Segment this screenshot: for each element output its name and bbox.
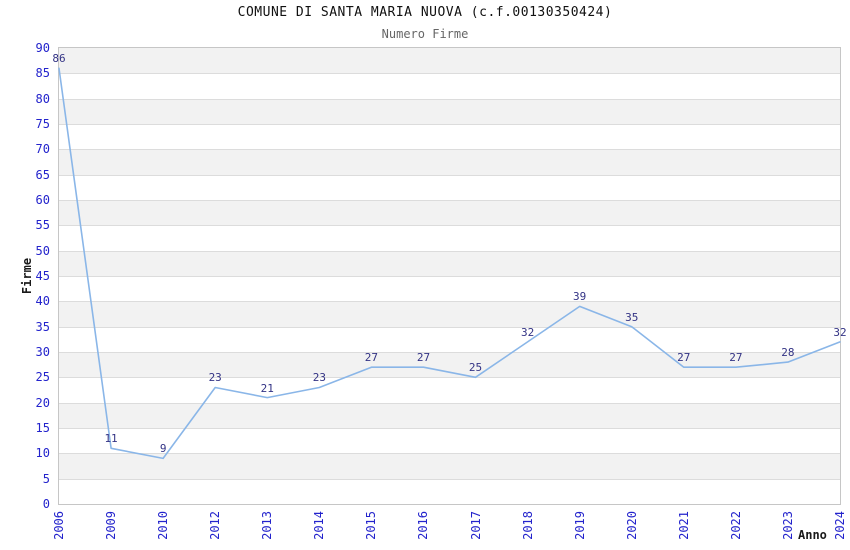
plot-band — [59, 250, 840, 276]
x-tick-label: 2015 — [364, 511, 379, 540]
y-tick-label: 5 — [42, 471, 50, 486]
gridline — [59, 73, 840, 74]
data-label: 27 — [416, 351, 431, 365]
data-label: 28 — [781, 346, 795, 360]
data-label: 25 — [468, 361, 483, 375]
x-tick-label: 2009 — [104, 511, 119, 540]
y-tick-label: 15 — [35, 421, 50, 435]
gridline — [59, 301, 840, 302]
gridline — [59, 327, 840, 328]
y-tick-label: 90 — [35, 41, 50, 55]
data-label: 27 — [677, 351, 691, 365]
x-tick-label: 2020 — [624, 511, 639, 540]
data-label: 32 — [520, 325, 535, 339]
plot-band — [59, 124, 840, 150]
plot-band — [59, 352, 840, 378]
y-tick-label: 55 — [35, 218, 50, 233]
y-tick-label: 80 — [35, 91, 50, 106]
y-tick-label: 30 — [35, 345, 50, 359]
plot-band — [59, 73, 840, 99]
data-label: 32 — [833, 325, 847, 339]
data-label: 11 — [104, 432, 118, 446]
plot-band — [59, 478, 840, 504]
gridline — [59, 200, 840, 201]
x-tick-label: 2022 — [728, 511, 743, 540]
gridline — [59, 276, 840, 277]
series-polyline — [58, 67, 841, 460]
x-tick-label: 2013 — [260, 511, 275, 540]
y-tick-label: 25 — [35, 370, 50, 385]
y-tick-label: 50 — [35, 243, 50, 258]
data-label: 21 — [260, 381, 274, 395]
gridline — [59, 453, 840, 454]
gridline — [59, 479, 840, 480]
gridline — [59, 403, 840, 404]
y-tick-label: 0 — [42, 497, 50, 511]
gridline — [59, 124, 840, 125]
y-tick-label: 40 — [35, 294, 50, 309]
data-label: 27 — [729, 351, 743, 365]
gridline — [59, 352, 840, 353]
y-tick-label: 65 — [35, 167, 50, 182]
data-label: 27 — [364, 351, 379, 365]
x-tick-label: 2021 — [676, 511, 691, 540]
plot-band — [59, 48, 840, 74]
plot-band — [59, 377, 840, 403]
plot-band — [59, 225, 840, 251]
data-label: 35 — [625, 310, 639, 324]
x-tick-label: 2019 — [572, 511, 587, 540]
data-label: 39 — [573, 290, 587, 304]
x-tick-label: 2012 — [208, 511, 223, 540]
x-tick-label: 2023 — [780, 511, 795, 540]
plot-band — [59, 149, 840, 175]
x-axis-label: Anno — [798, 528, 827, 542]
gridline — [59, 225, 840, 226]
plot-band — [59, 453, 840, 479]
plot-band — [59, 326, 840, 352]
plot-band — [59, 200, 840, 226]
line-series — [58, 67, 841, 460]
x-tick-label: 2014 — [312, 511, 327, 540]
x-tick-label: 2010 — [156, 511, 171, 540]
plot-band — [59, 98, 840, 124]
chart-subtitle: Numero Firme — [381, 27, 469, 41]
gridline — [59, 99, 840, 100]
y-tick-label: 70 — [35, 142, 50, 157]
y-tick-label: 75 — [35, 117, 50, 131]
chart-title: COMUNE DI SANTA MARIA NUOVA (c.f.0013035… — [237, 5, 613, 20]
plot-band — [59, 301, 840, 327]
data-label: 9 — [159, 442, 167, 456]
data-label: 23 — [208, 371, 222, 385]
plot-band — [59, 276, 840, 302]
y-tick-label: 35 — [35, 319, 50, 334]
data-label: 23 — [312, 371, 326, 385]
x-tick-label: 2018 — [520, 511, 535, 540]
plot-band — [59, 428, 840, 454]
gridline — [59, 149, 840, 150]
plot-area — [58, 47, 841, 505]
gridline — [59, 251, 840, 252]
gridline — [59, 377, 840, 378]
y-tick-label: 10 — [35, 446, 50, 461]
plot-band — [59, 174, 840, 200]
x-tick-label: 2016 — [416, 511, 431, 540]
y-tick-label: 20 — [35, 395, 50, 410]
gridline — [59, 175, 840, 176]
data-label: 86 — [52, 52, 66, 66]
y-tick-label: 45 — [35, 269, 50, 283]
y-tick-label: 60 — [35, 193, 50, 207]
x-tick-label: 2006 — [52, 511, 66, 540]
x-tick-label: 2017 — [468, 511, 483, 540]
y-tick-label: 85 — [35, 66, 50, 81]
gridline — [59, 428, 840, 429]
